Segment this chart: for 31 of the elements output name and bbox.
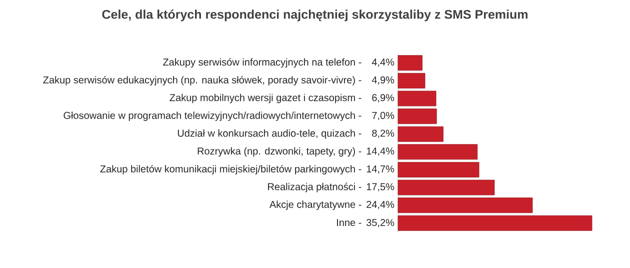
y-tick-label: Zakup mobilnych wersji gazet i czasopism - [170,94,362,104]
bar [398,162,480,178]
y-tick-label: Inne - [337,219,362,226]
data-label: 14,7% [366,165,394,174]
data-label: 4,9% [372,76,394,85]
bar [398,215,592,231]
data-label: 24,4% [366,200,394,210]
y-tick-label: Rozrywka (np. dzwonki, tapety, gry) - [198,147,362,157]
data-label: 4,4% [372,58,394,67]
data-label: 35,2% [366,218,394,228]
bar [398,180,495,196]
y-tick-label: Zakup biletów komunikacji miejskiej/biletów parkingowych - [100,164,362,174]
bar [398,108,437,124]
data-label: 8,2% [372,130,394,138]
y-tick-label: Udział w konkursach audio-tele, quizach - [178,129,362,139]
bar [398,90,436,106]
bar [398,198,533,213]
data-label: 7,0% [372,112,394,120]
data-label: 17,5% [366,183,394,192]
bar [398,126,444,142]
bar [398,73,426,88]
y-tick-label: Zakupy serwisów informacyjnych na telefon - [163,58,362,68]
chart-title: Cele, dla których respondenci najchętniej skorzystaliby z SMS Premium [102,10,528,22]
data-label: 14,4% [366,148,394,156]
bar [398,144,478,160]
bar [398,55,422,71]
y-tick-label: Akcje charytatywne - [269,200,362,210]
y-tick-label: Realizacja płatności - [268,182,362,192]
y-tick-label: Zakup serwisów edukacyjnych (np. nauka słówek, porady savoir-vivre) - [43,76,362,86]
y-tick-label: Głosowanie w programach telewizyjnych/radiowych/internetowych - [64,112,362,121]
data-label: 6,9% [372,94,394,102]
